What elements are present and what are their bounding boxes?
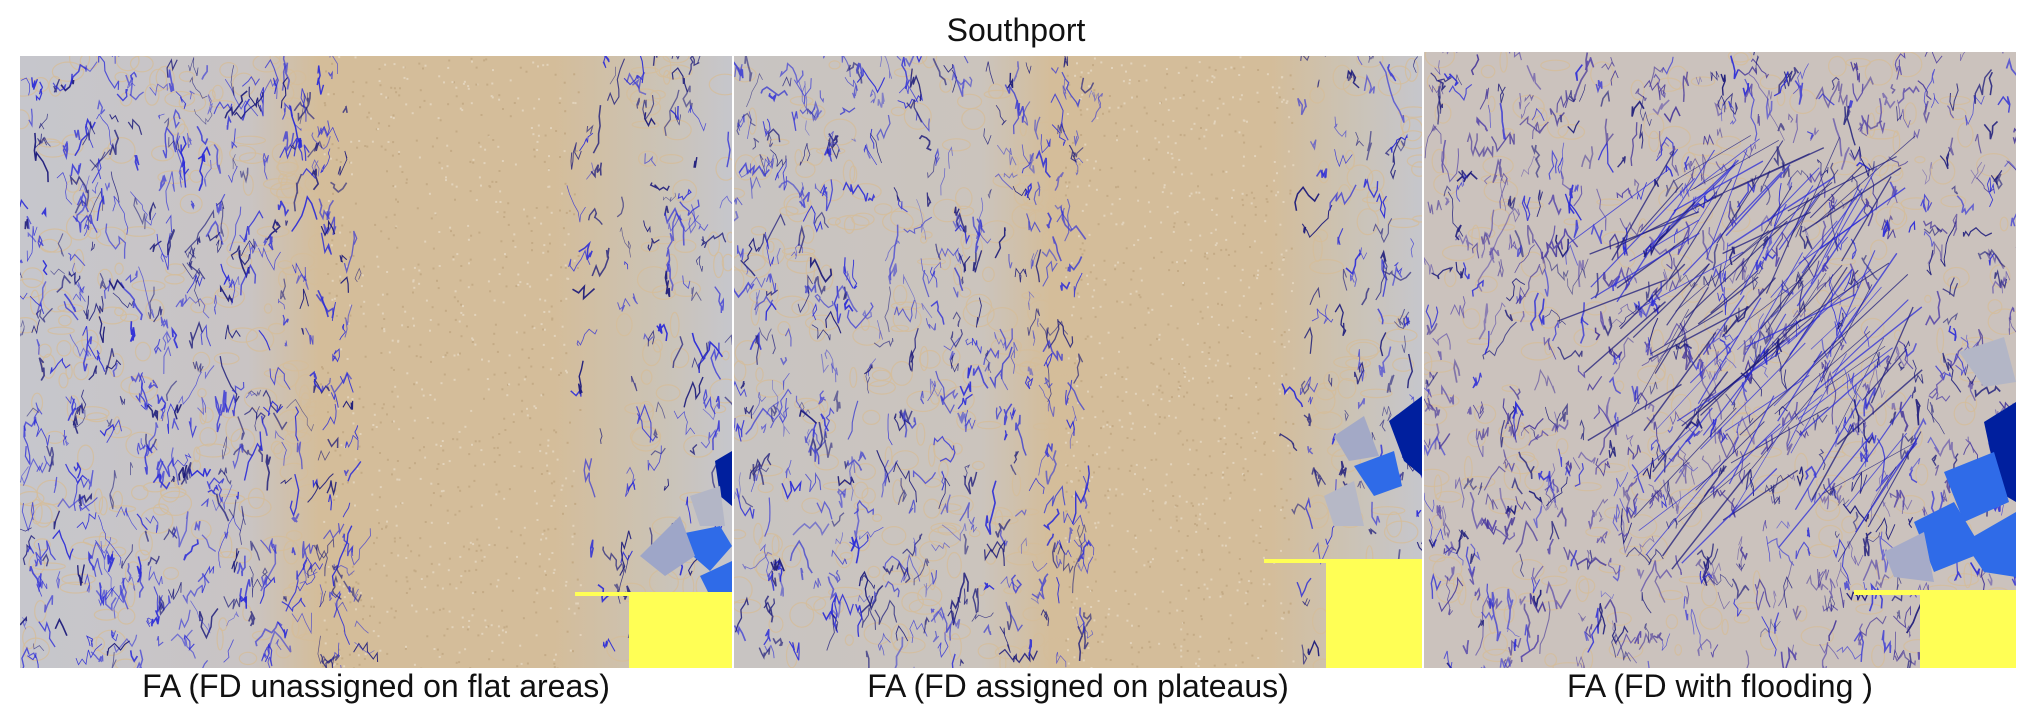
- basin-shapes: [1324, 396, 1422, 526]
- flat-area: [1424, 52, 2016, 668]
- caption-plateaus: FA (FD assigned on plateaus): [867, 668, 1289, 704]
- nodata-region: [629, 596, 732, 668]
- flow-accumulation-map: [20, 56, 732, 668]
- basin-shapes: [1884, 337, 2016, 582]
- flat-area: [20, 56, 732, 668]
- map-panel-flooding: [1424, 52, 2016, 668]
- flow-lines: [734, 56, 1422, 668]
- map-panel-plateaus: [734, 56, 1422, 668]
- basin-shapes: [640, 451, 732, 601]
- figure-title: Southport: [946, 12, 1086, 48]
- caption-flooding: FA (FD with flooding ): [1567, 668, 1873, 704]
- flat-area: [734, 56, 1422, 668]
- flow-accumulation-map: [734, 56, 1422, 668]
- flow-streaks: [1557, 135, 1923, 570]
- map-panel-unassigned: [20, 56, 732, 668]
- nodata-region: [1326, 563, 1422, 668]
- caption-unassigned: FA (FD unassigned on flat areas): [142, 668, 610, 704]
- flow-accumulation-map: [1424, 52, 2016, 668]
- flow-lines: [20, 56, 732, 668]
- nodata-region: [1920, 595, 2016, 668]
